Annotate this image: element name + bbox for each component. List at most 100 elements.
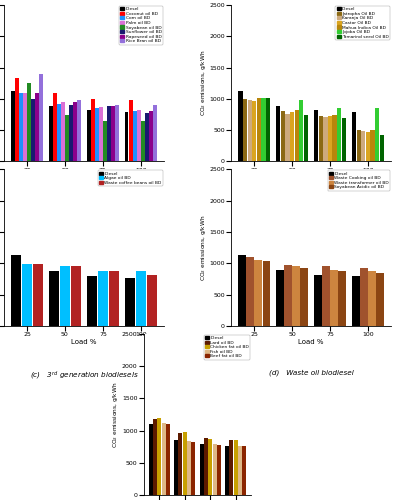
Bar [284, 264, 292, 326]
Bar [208, 439, 212, 495]
Text: (b)   2$^{nd}$ generation biodiesel: (b) 2$^{nd}$ generation biodiesel [258, 206, 365, 218]
Bar [107, 106, 111, 162]
Bar [361, 131, 365, 162]
Bar [299, 100, 303, 162]
Bar [187, 441, 191, 495]
Bar [357, 130, 361, 162]
Bar [174, 440, 178, 495]
Legend: Diesel, Waste Cooking oil BD, Waste transformer oil BD, Soyabean Acidic oil BD: Diesel, Waste Cooking oil BD, Waste tran… [327, 170, 390, 190]
Bar [65, 115, 69, 162]
Bar [290, 112, 294, 162]
Bar [371, 130, 374, 162]
Bar [337, 108, 341, 162]
Bar [95, 108, 99, 162]
Bar [71, 266, 81, 326]
Bar [229, 440, 233, 495]
Bar [153, 105, 157, 162]
Bar [109, 271, 118, 326]
Bar [36, 92, 39, 162]
Bar [111, 106, 115, 162]
Bar [314, 110, 318, 162]
Bar [33, 264, 43, 326]
Bar [87, 276, 97, 326]
Bar [204, 438, 208, 495]
Bar [73, 102, 77, 162]
Y-axis label: CO$_2$ emissions, g/kWh: CO$_2$ emissions, g/kWh [111, 381, 120, 448]
Bar [183, 432, 187, 495]
Bar [375, 108, 379, 162]
Bar [217, 446, 221, 495]
Legend: Diesel, Lard oil BD, Chicken fat oil BD, Fish oil BD, Beef fat oil BD: Diesel, Lard oil BD, Chicken fat oil BD,… [204, 334, 250, 359]
Bar [352, 112, 356, 162]
Bar [27, 83, 31, 162]
Bar [149, 424, 152, 495]
Bar [125, 112, 128, 162]
Bar [281, 112, 285, 162]
Bar [133, 112, 137, 162]
Bar [98, 272, 108, 326]
Bar [179, 433, 182, 495]
Bar [276, 106, 280, 162]
Bar [11, 91, 15, 162]
Bar [60, 266, 70, 326]
Bar [49, 106, 53, 162]
Bar [368, 271, 376, 326]
Bar [314, 274, 322, 326]
Bar [153, 419, 157, 495]
X-axis label: Load %: Load % [71, 174, 97, 180]
Bar [103, 121, 107, 162]
Bar [261, 98, 265, 162]
Bar [304, 114, 308, 162]
Bar [254, 260, 262, 326]
Bar [31, 99, 35, 162]
Bar [199, 444, 203, 495]
Bar [234, 440, 238, 495]
Bar [192, 442, 196, 495]
Bar [366, 132, 370, 162]
Legend: Diesel, Coconut oil BD, Corn oil BD, Palm oil BD, Soyabean oil BD, Sunflower oil: Diesel, Coconut oil BD, Corn oil BD, Pal… [119, 6, 163, 44]
Bar [125, 278, 135, 326]
Bar [301, 268, 308, 326]
Bar [15, 78, 19, 162]
Bar [166, 424, 170, 495]
Bar [147, 274, 157, 326]
Bar [137, 110, 141, 162]
Bar [149, 112, 152, 162]
Bar [263, 262, 270, 326]
Bar [19, 93, 23, 162]
Bar [292, 266, 300, 326]
Bar [49, 272, 59, 326]
Bar [333, 114, 337, 162]
Bar [248, 100, 252, 162]
Bar [69, 104, 73, 162]
Bar [252, 101, 256, 162]
Text: (d)   Waste oil biodiesel: (d) Waste oil biodiesel [269, 370, 354, 376]
Bar [22, 264, 32, 326]
Bar [295, 110, 299, 162]
Bar [87, 110, 90, 162]
Bar [157, 418, 161, 495]
Bar [99, 107, 103, 162]
Text: (a)   1$^{st}$ generation biodiesel: (a) 1$^{st}$ generation biodiesel [32, 206, 136, 218]
Bar [91, 99, 95, 162]
Bar [286, 114, 290, 162]
Bar [246, 257, 254, 326]
Bar [23, 92, 27, 162]
Bar [266, 98, 270, 162]
Bar [352, 276, 359, 326]
Bar [322, 266, 330, 326]
Bar [243, 446, 246, 495]
Bar [145, 112, 149, 162]
Y-axis label: CO$_2$ emissions, g/kWh: CO$_2$ emissions, g/kWh [199, 50, 208, 116]
Bar [11, 255, 21, 326]
Bar [213, 444, 216, 495]
Bar [225, 446, 229, 495]
Bar [342, 118, 346, 162]
Bar [40, 74, 43, 162]
Bar [276, 270, 284, 326]
Bar [339, 272, 346, 326]
Bar [238, 446, 242, 495]
Bar [319, 116, 323, 162]
Bar [238, 91, 243, 162]
Bar [61, 102, 65, 162]
